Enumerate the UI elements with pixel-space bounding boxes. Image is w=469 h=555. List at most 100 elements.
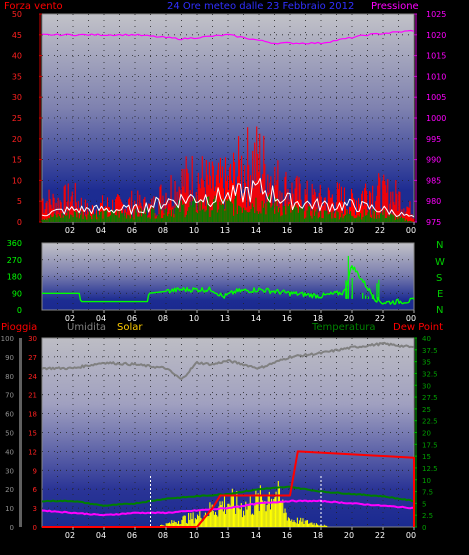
rain-tick-label: 3 — [33, 505, 37, 513]
rain-tick-label: 21 — [28, 392, 37, 400]
temperature-line — [41, 485, 415, 507]
y-tick-label: 0 — [17, 218, 22, 227]
humidity-axis-bar — [19, 338, 22, 527]
rain-axis-title: Pioggia — [1, 322, 38, 333]
x-tick-label: 00 — [406, 226, 416, 235]
x-tick-label: 18 — [313, 531, 323, 540]
x-tick-label: 16 — [282, 314, 292, 323]
x-tick-label: 22 — [375, 314, 385, 323]
temp-tick-label: 37.5 — [422, 347, 438, 355]
rain-tick-label: 0 — [33, 524, 37, 532]
rain-tick-label: 24 — [28, 373, 37, 381]
y2-tick-label: 975 — [426, 218, 441, 227]
rain-tick-label: 15 — [28, 430, 37, 438]
humidity-axis-title: Umidita — [67, 322, 107, 333]
x-tick-label: 16 — [282, 226, 292, 235]
temp-tick-label: 30 — [422, 382, 431, 390]
y2-tick-label: 980 — [426, 197, 441, 206]
compass-e: E — [437, 289, 444, 300]
x-tick-label: 04 — [96, 531, 106, 540]
y2-tick-label: 1010 — [426, 72, 446, 81]
x-tick-label: 13 — [220, 314, 230, 323]
temp-tick-label: 22.5 — [422, 418, 438, 426]
humidity-tick-label: 40 — [5, 448, 14, 456]
humidity-tick-label: 80 — [5, 373, 14, 381]
temp-tick-label: 32.5 — [422, 370, 438, 378]
humidity-tick-label: 60 — [5, 411, 14, 419]
compass-w: W — [435, 257, 445, 268]
y2-tick-label: 1000 — [426, 114, 446, 123]
y2-tick-label: 990 — [426, 156, 441, 165]
temp-tick-label: 12.5 — [422, 465, 438, 473]
dir-tick-label: 270 — [7, 256, 22, 265]
humidity-tick-label: 10 — [5, 505, 14, 513]
x-tick-label: 14 — [251, 314, 261, 323]
y-tick-label: 5 — [17, 197, 22, 206]
x-tick-label: 20 — [344, 314, 354, 323]
y-tick-label: 40 — [12, 52, 22, 61]
temp-tick-label: 10 — [422, 477, 431, 485]
x-tick-label: 16 — [282, 531, 292, 540]
dir-tick-label: 360 — [7, 239, 22, 248]
y2-tick-label: 995 — [426, 135, 441, 144]
x-tick-label: 20 — [344, 531, 354, 540]
rain-tick-label: 9 — [33, 467, 37, 475]
y2-tick-label: 1005 — [426, 93, 446, 102]
pressure-axis-title: Pressione — [371, 1, 419, 12]
humidity-tick-label: 100 — [1, 335, 14, 343]
x-tick-label: 14 — [251, 226, 261, 235]
x-tick-label: 22 — [375, 226, 385, 235]
x-tick-label: 20 — [344, 226, 354, 235]
dir-tick-label: 0 — [17, 306, 22, 315]
dewpoint-axis-title: Dew Point — [393, 322, 444, 333]
temp-tick-label: 25 — [422, 406, 431, 414]
y2-tick-label: 1020 — [426, 31, 446, 40]
x-tick-label: 06 — [127, 314, 137, 323]
humidity-line — [41, 341, 415, 380]
chart-title: 24 Ore meteo dalle 23 Febbraio 2012 — [167, 1, 355, 12]
x-tick-label: 04 — [96, 226, 106, 235]
gust-line — [41, 177, 415, 218]
compass-s: S — [436, 273, 443, 284]
temp-tick-label: 0 — [422, 524, 426, 532]
x-tick-label: 18 — [313, 314, 323, 323]
pressure-line — [41, 29, 415, 45]
x-tick-label: 02 — [65, 226, 75, 235]
rain-tick-label: 18 — [28, 411, 37, 419]
dewpoint-line — [41, 499, 415, 517]
temp-tick-label: 20 — [422, 430, 431, 438]
solar-axis-title: Solar — [117, 322, 143, 333]
x-tick-label: 06 — [127, 226, 137, 235]
x-tick-label: 18 — [313, 226, 323, 235]
x-tick-label: 02 — [65, 531, 75, 540]
x-tick-label: 13 — [220, 531, 230, 540]
x-tick-label: 14 — [251, 531, 261, 540]
x-tick-label: 10 — [189, 226, 199, 235]
y2-tick-label: 1025 — [426, 10, 446, 19]
rain-tick-label: 27 — [28, 354, 37, 362]
temp-tick-label: 7.5 — [422, 489, 433, 497]
y-tick-label: 50 — [12, 10, 22, 19]
temp-tick-label: 17.5 — [422, 441, 438, 449]
x-tick-label: 10 — [189, 314, 199, 323]
temp-tick-label: 15 — [422, 453, 431, 461]
temp-tick-label: 35 — [422, 359, 431, 367]
y-tick-label: 15 — [12, 156, 22, 165]
x-tick-label: 13 — [220, 226, 230, 235]
compass-n-bottom: N — [436, 305, 444, 316]
x-tick-label: 00 — [406, 531, 416, 540]
y-tick-label: 45 — [12, 31, 22, 40]
dir-tick-label: 90 — [12, 289, 22, 298]
x-tick-label: 02 — [65, 314, 75, 323]
temp-tick-label: 2.5 — [422, 512, 433, 520]
rain-tick-label: 6 — [33, 486, 38, 494]
temp-tick-label: 27.5 — [422, 394, 438, 402]
humidity-tick-label: 0 — [10, 524, 14, 532]
direction-line — [42, 265, 415, 305]
wind-axis-title: Forza vento — [4, 1, 63, 12]
y-tick-label: 10 — [12, 176, 22, 185]
temp-tick-label: 40 — [422, 335, 431, 343]
x-tick-label: 08 — [158, 531, 168, 540]
y-tick-label: 25 — [12, 114, 22, 123]
rain-tick-label: 30 — [28, 335, 37, 343]
